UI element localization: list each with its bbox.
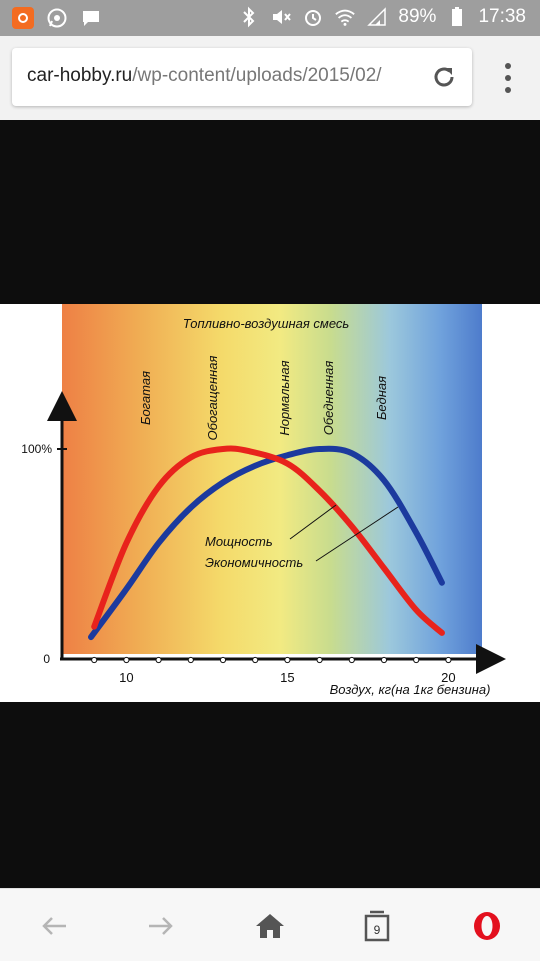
axes (47, 391, 506, 674)
forward-button[interactable] (143, 909, 179, 943)
zone-label: Богатая (138, 371, 153, 425)
battery-percent: 89% (398, 6, 437, 27)
x-tick-mark (348, 656, 355, 664)
tabs-icon (364, 910, 390, 942)
url-text[interactable]: car-hobby.ru/wp-content/uploads/2015/02/ (27, 65, 422, 87)
status-bar: 89% 17:38 (0, 0, 540, 36)
x-tick-label: 15 (280, 670, 294, 685)
x-axis-label: Воздух, кг(на 1кг бензина) (330, 682, 491, 697)
alarm-icon (302, 6, 324, 28)
chart-image: Топливно-воздушная смесь Богатая Обогащен… (0, 304, 540, 702)
app-notification-icon (12, 7, 34, 29)
y-tick-label: 100% (21, 442, 52, 456)
zone-label: Бедная (374, 376, 389, 420)
x-tick-mark (123, 656, 130, 664)
x-tick-label: 10 (119, 670, 133, 685)
mute-icon (270, 6, 292, 28)
x-tick-mark (219, 656, 227, 664)
y-tick-label: 0 (43, 652, 50, 666)
power-leader-line (289, 504, 337, 540)
url-path: /wp-content/uploads/2015/02/ (132, 65, 382, 86)
zone-label: Нормальная (277, 360, 292, 435)
page-content: Топливно-воздушная смесь Богатая Обогащен… (0, 120, 540, 888)
back-button[interactable] (36, 909, 72, 943)
x-tick-mark (252, 656, 259, 664)
overflow-menu-icon[interactable] (498, 60, 518, 96)
left-margin (0, 304, 8, 702)
tick-labels: 10 15 20 0 100% (21, 442, 455, 685)
tab-count: 9 (373, 923, 381, 937)
browser-toolbar: car-hobby.ru/wp-content/uploads/2015/02/ (0, 36, 540, 120)
zone-label: Обедненная (321, 361, 336, 436)
x-tick-label: 20 (441, 670, 455, 685)
home-icon (256, 914, 284, 938)
x-tick-mark (91, 656, 98, 664)
mixture-gradient-background (62, 304, 482, 654)
whatsapp-icon (46, 7, 68, 29)
clock: 17:38 (478, 6, 526, 27)
signal-icon (366, 6, 388, 28)
x-tick-mark (445, 656, 452, 664)
opera-logo-icon (474, 912, 500, 940)
x-tick-mark (155, 656, 162, 664)
zone-label: Обогащенная (205, 355, 220, 440)
bottom-navigation: 9 (0, 888, 540, 961)
opera-menu-button[interactable] (469, 909, 505, 943)
home-button[interactable] (252, 909, 288, 943)
power-series-line (91, 445, 445, 636)
legend-annotations: Мощность Экономичность (205, 504, 399, 570)
tabs-button[interactable]: 9 (359, 909, 395, 943)
chart-title: Топливно-воздушная смесь (183, 316, 350, 331)
x-tick-mark (316, 656, 323, 664)
message-icon (80, 7, 102, 29)
reload-icon[interactable] (430, 63, 458, 91)
series-label-economy: Экономичность (205, 555, 303, 570)
x-tick-mark (380, 656, 388, 664)
fuel-air-mixture-chart: Топливно-воздушная смесь Богатая Обогащен… (0, 304, 506, 702)
x-tick-mark (413, 656, 420, 664)
series-label-power: Мощность (205, 534, 273, 549)
forward-arrow-icon (149, 917, 173, 935)
x-tick-mark (187, 656, 194, 664)
back-arrow-icon (42, 917, 66, 935)
bluetooth-icon (238, 6, 260, 28)
battery-icon (446, 6, 468, 28)
x-tick-mark (284, 656, 291, 664)
url-domain: car-hobby.ru (27, 65, 133, 86)
series-lines (87, 445, 445, 641)
economy-leader-line (315, 506, 399, 562)
zone-labels: Богатая Обогащенная Нормальная Обедненная Бе… (138, 355, 389, 440)
address-bar[interactable]: car-hobby.ru/wp-content/uploads/2015/02/ (12, 48, 472, 106)
wifi-icon (334, 6, 356, 28)
